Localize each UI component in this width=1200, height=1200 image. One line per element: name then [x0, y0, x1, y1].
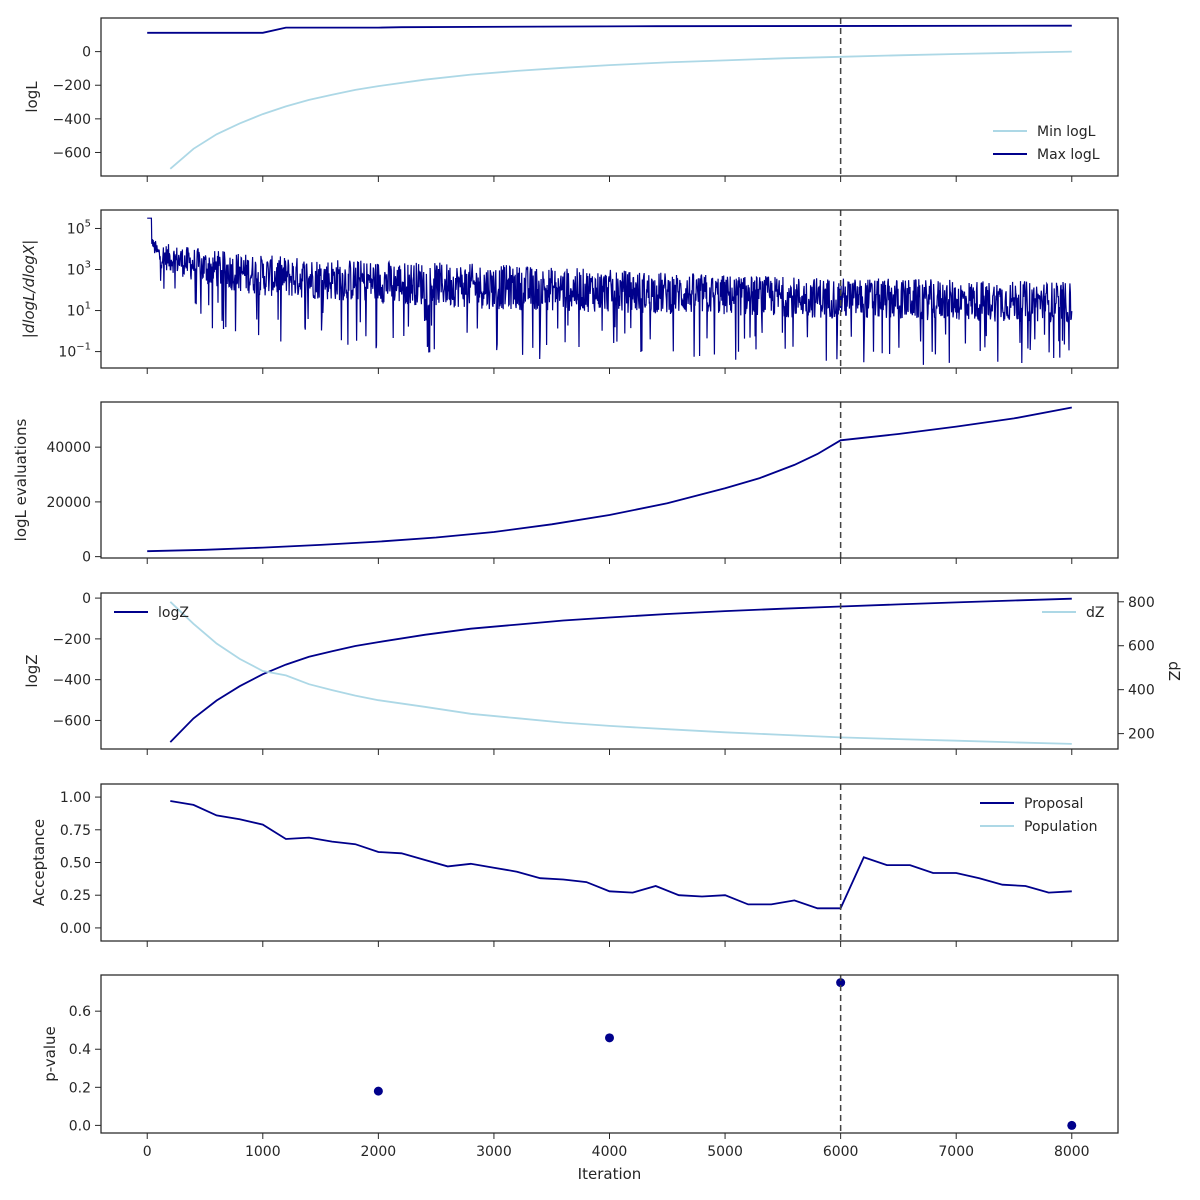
x-tick-label: 7000 — [938, 1144, 974, 1160]
y-axis-label: logL evaluations — [12, 418, 30, 541]
series-line-logz — [169, 597, 1072, 743]
legend-label: dZ — [1086, 605, 1104, 621]
series-line-min-logl — [169, 50, 1072, 170]
panel-pvalue: 0.6 0.4 0.2 0.0 0 1000 2000 3000 4000 5000 6000 700… — [41, 974, 1119, 1183]
y-axis-label: |dlogL/dlogX| — [20, 240, 38, 339]
legend-label: Min logL — [1037, 124, 1096, 140]
plot-area — [147, 406, 1072, 553]
x-axis-label: Iteration — [578, 1165, 642, 1183]
panel-dlogL: 105 103 101 10−1 |dlogL/dlogX| — [20, 209, 1119, 374]
y-tick-label: −600 — [53, 145, 91, 161]
y-tick-label: −400 — [53, 673, 91, 689]
plot-area — [147, 24, 1072, 170]
legend-label: Population — [1024, 819, 1098, 835]
x-tick-label: 4000 — [592, 1144, 628, 1160]
legend: Proposal Population — [980, 796, 1098, 835]
y-tick-label: 1.00 — [60, 790, 91, 806]
panel-evaluations: 40000 20000 0 logL evaluations — [12, 401, 1119, 566]
x-tick-label: 2000 — [361, 1144, 397, 1160]
series-line-data — [147, 406, 1072, 553]
legend: logZ — [114, 605, 189, 621]
y-tick-label: 0.00 — [60, 921, 91, 937]
plot-area — [169, 597, 1072, 745]
y-tick-label: 10−1 — [58, 342, 91, 361]
x-tick-label: 3000 — [476, 1144, 512, 1160]
y-tick-label: 20000 — [46, 495, 91, 511]
y-tick-label: 103 — [67, 260, 91, 279]
legend: Min logL Max logL — [993, 124, 1100, 163]
plot-area — [147, 217, 1073, 365]
panel-logZ: 0 −200 −400 −600 800 600 400 200 dZ logZ logZ dZ — [23, 591, 1183, 755]
y-right-tick-label: 800 — [1128, 595, 1155, 611]
x-tick-label: 1000 — [245, 1144, 281, 1160]
y-tick-label: 40000 — [46, 440, 91, 456]
y-tick-label: 0.75 — [60, 823, 91, 839]
series-line — [147, 217, 1073, 365]
y-tick-label: 0.0 — [69, 1118, 91, 1134]
panel-acceptance: 1.00 0.75 0.50 0.25 0.00 Acceptance Proposal Po… — [30, 783, 1119, 947]
y-axis-label: Acceptance — [30, 819, 48, 906]
y-tick-label: 0.2 — [69, 1080, 91, 1096]
y-tick-label: 105 — [67, 218, 91, 237]
y-tick-label: −200 — [53, 78, 91, 94]
y-tick-label: 0 — [82, 45, 91, 61]
y-tick-label: 101 — [67, 301, 91, 320]
legend: dZ — [1042, 605, 1104, 621]
y-tick-label: −400 — [53, 112, 91, 128]
y-right-tick-label: 400 — [1128, 683, 1155, 699]
y-right-tick-label: 600 — [1128, 639, 1155, 655]
y-tick-label: 0.25 — [60, 888, 91, 904]
x-tick-label: 0 — [143, 1144, 152, 1160]
y-right-tick-label: 200 — [1128, 727, 1155, 743]
x-tick-label: 8000 — [1054, 1144, 1090, 1160]
legend-label: logZ — [158, 605, 189, 621]
plot-area — [170, 800, 1072, 910]
plot-area — [373, 978, 1077, 1130]
y-tick-label: 0.4 — [69, 1042, 91, 1058]
legend-label: Proposal — [1024, 796, 1083, 812]
y-tick-label: 0.6 — [69, 1004, 91, 1020]
y-axis-label: logZ — [23, 654, 41, 687]
series-line-proposal — [170, 800, 1072, 910]
legend-label: Max logL — [1037, 147, 1100, 163]
y-axis-label: p-value — [41, 1026, 59, 1082]
panel-logL: 0 −200 −400 −600 logL Min logL Max logL — [23, 17, 1119, 182]
data-point — [605, 1033, 614, 1043]
y-tick-label: 0 — [82, 591, 91, 607]
y-tick-label: 0.50 — [60, 856, 91, 872]
y-right-axis-label: dZ — [1165, 661, 1183, 681]
y-tick-label: 0 — [82, 550, 91, 566]
data-point — [836, 978, 846, 988]
y-tick-label: −200 — [53, 632, 91, 648]
x-tick-label: 6000 — [823, 1144, 859, 1160]
series-line-dz — [169, 601, 1072, 745]
y-tick-label: −600 — [53, 713, 91, 729]
data-point — [373, 1086, 383, 1096]
series-line-max-logl — [147, 24, 1072, 34]
y-axis-label: logL — [23, 81, 41, 113]
x-tick-label: 5000 — [707, 1144, 743, 1160]
data-point — [1067, 1120, 1077, 1130]
